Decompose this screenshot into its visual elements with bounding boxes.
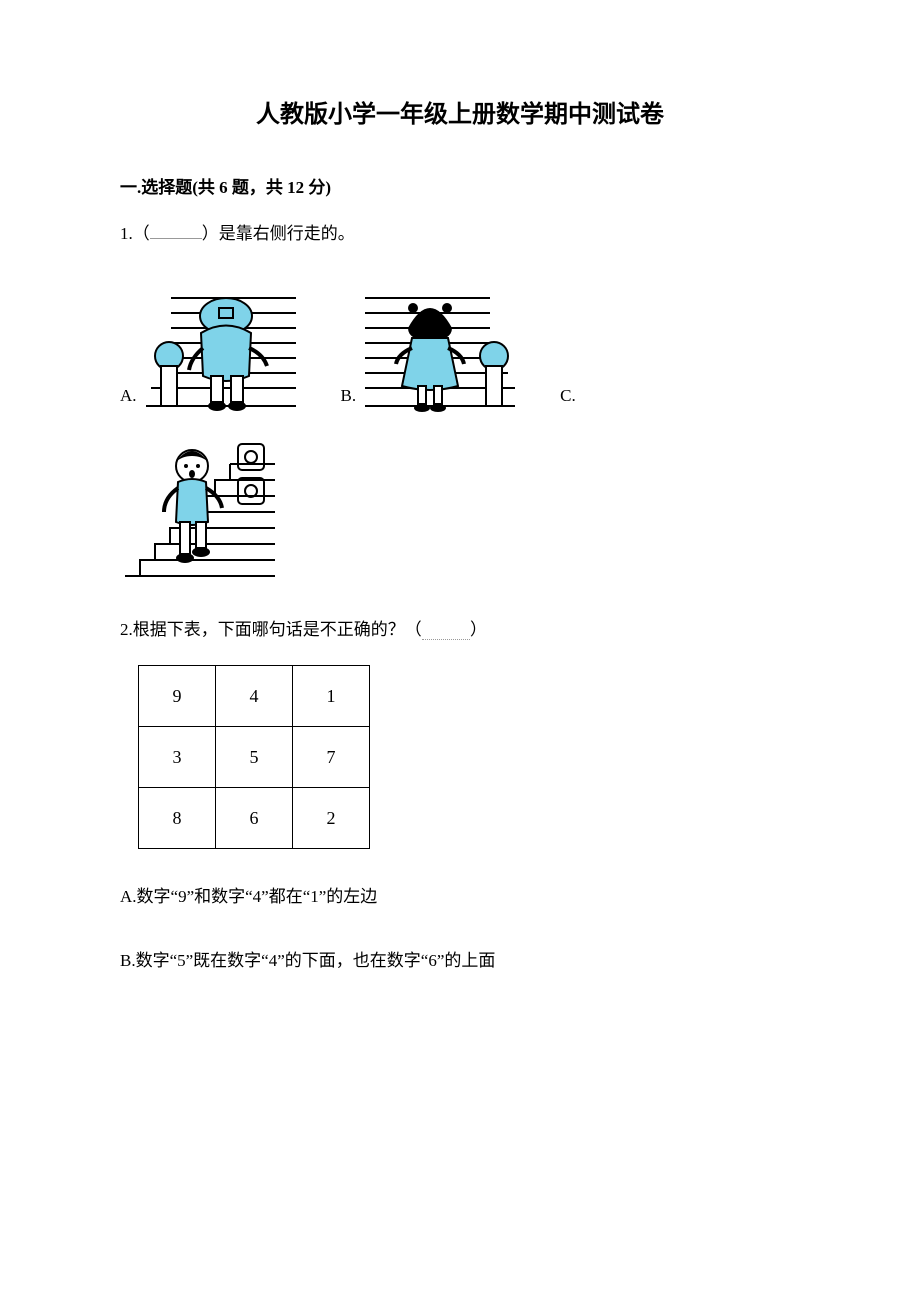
exam-title: 人教版小学一年级上册数学期中测试卷 — [120, 90, 800, 140]
q2-stem-text: 2.根据下表，下面哪句话是不正确的？（ — [120, 620, 422, 639]
q1-stem-prefix: 1.（ — [120, 224, 150, 243]
cell-0-0: 9 — [139, 666, 216, 727]
q1-option-b: B. — [341, 258, 521, 418]
q1-stem-suffix: ）是靠右侧行走的。 — [202, 224, 355, 243]
question-1: 1.（ ）是靠右侧行走的。 A. — [120, 216, 800, 586]
q1-option-c-label: C. — [560, 378, 576, 418]
question-2: 2.根据下表，下面哪句话是不正确的？（ ） 9 4 1 3 5 7 8 6 2 … — [120, 612, 800, 979]
q1-label-c: C. — [560, 378, 576, 418]
cell-2-0: 8 — [139, 788, 216, 849]
q1-blank — [150, 228, 202, 239]
table-row: 9 4 1 — [139, 666, 370, 727]
q1-option-c-image-wrap — [120, 426, 280, 586]
q2-stem: 2.根据下表，下面哪句话是不正确的？（ ） — [120, 612, 800, 648]
q1-options-row-1: A. — [120, 258, 800, 418]
q2-stem-suffix: ） — [470, 620, 487, 639]
q1-options-row-2 — [120, 426, 800, 586]
q2-option-a: A.数字“9”和数字“4”都在“1”的左边 — [120, 879, 800, 915]
cell-1-0: 3 — [139, 727, 216, 788]
table-row: 3 5 7 — [139, 727, 370, 788]
q1-label-b: B. — [341, 378, 357, 418]
cell-0-1: 4 — [216, 666, 293, 727]
q1-image-c — [120, 426, 280, 586]
cell-1-1: 5 — [216, 727, 293, 788]
cell-2-2: 2 — [293, 788, 370, 849]
q1-image-b — [360, 258, 520, 418]
q2-option-b: B.数字“5”既在数字“4”的下面，也在数字“6”的上面 — [120, 943, 800, 979]
section-1-header: 一.选择题(共 6 题，共 12 分) — [120, 170, 800, 206]
q1-stem: 1.（ ）是靠右侧行走的。 — [120, 216, 800, 252]
q1-label-a: A. — [120, 378, 137, 418]
q1-image-a — [141, 258, 301, 418]
page: 人教版小学一年级上册数学期中测试卷 一.选择题(共 6 题，共 12 分) 1.… — [0, 0, 920, 1302]
q1-option-a: A. — [120, 258, 301, 418]
cell-1-2: 7 — [293, 727, 370, 788]
q2-table: 9 4 1 3 5 7 8 6 2 — [138, 665, 370, 849]
cell-0-2: 1 — [293, 666, 370, 727]
q2-blank — [422, 620, 470, 640]
table-row: 8 6 2 — [139, 788, 370, 849]
cell-2-1: 6 — [216, 788, 293, 849]
